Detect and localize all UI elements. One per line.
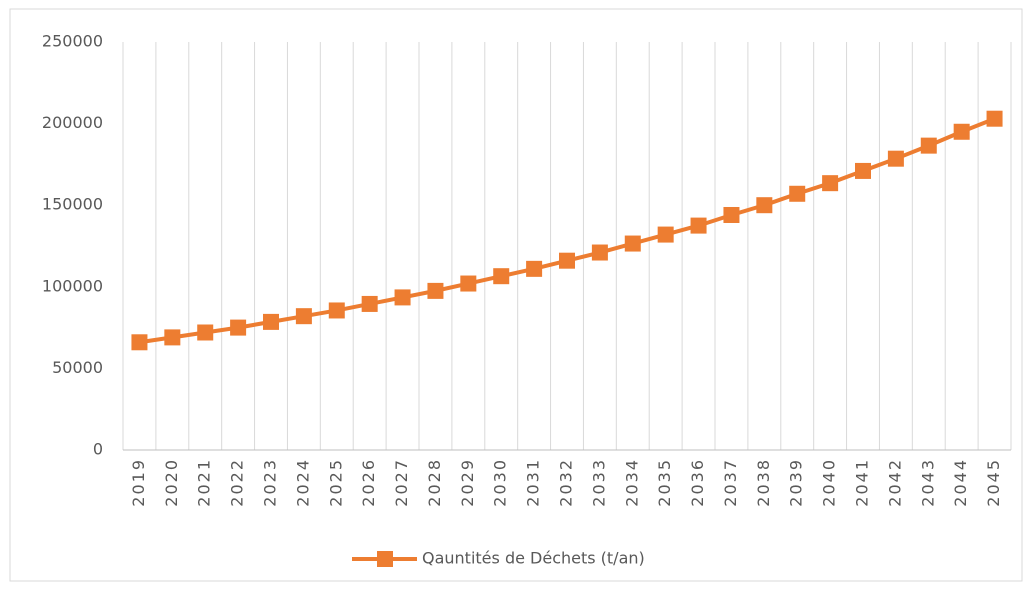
marker: [657, 226, 674, 243]
marker: [361, 295, 378, 312]
x-tick-label: 2045: [984, 458, 1003, 507]
chart-border: [9, 8, 1023, 582]
x-tick-label: 2044: [951, 458, 970, 507]
y-tick-label: 50000: [52, 358, 103, 377]
x-tick-label: 2028: [425, 458, 444, 507]
marker: [164, 329, 181, 346]
x-tick-label: 2042: [885, 458, 904, 507]
marker: [230, 319, 247, 336]
x-tick-label: 2030: [491, 458, 510, 507]
x-tick-label: 2025: [326, 458, 345, 507]
marker: [986, 110, 1003, 127]
x-tick-label: 2022: [228, 458, 247, 507]
y-tick-label: 200000: [42, 113, 103, 132]
x-tick-label: 2040: [820, 458, 839, 507]
x-tick-label: 2024: [293, 458, 312, 507]
marker: [460, 275, 477, 292]
marker: [328, 302, 345, 319]
x-tick-label: 2032: [557, 458, 576, 507]
marker: [197, 324, 214, 341]
marker: [756, 197, 773, 214]
marker: [295, 308, 312, 325]
x-tick-label: 2026: [359, 458, 378, 507]
x-tick-label: 2020: [162, 458, 181, 507]
marker: [131, 334, 148, 351]
marker: [624, 235, 641, 252]
marker: [690, 217, 707, 234]
x-tick-label: 2023: [261, 458, 280, 507]
x-tick-label: 2031: [524, 458, 543, 507]
marker: [427, 282, 444, 299]
y-tick-label: 150000: [42, 195, 103, 214]
y-tick-label: 100000: [42, 276, 103, 295]
x-tick-label: 2033: [589, 458, 608, 507]
x-tick-label: 2037: [721, 458, 740, 507]
marker: [723, 206, 740, 223]
x-tick-label: 2039: [787, 458, 806, 507]
x-tick-label: 2029: [458, 458, 477, 507]
marker: [394, 289, 411, 306]
x-tick-label: 2035: [655, 458, 674, 507]
marker: [887, 150, 904, 167]
x-tick-label: 2036: [688, 458, 707, 507]
legend-label: Qauntités de Déchets (t/an): [422, 549, 645, 568]
marker: [855, 162, 871, 179]
marker: [263, 313, 279, 330]
marker: [559, 252, 575, 269]
y-tick-label: 0: [93, 440, 103, 459]
x-tick-label: 2021: [195, 458, 214, 507]
x-tick-label: 2034: [622, 458, 641, 507]
x-tick-label: 2041: [853, 458, 872, 507]
x-tick-label: 2038: [754, 458, 773, 507]
x-tick-label: 2043: [918, 458, 937, 507]
marker: [920, 137, 937, 154]
marker: [789, 185, 806, 202]
x-tick-label: 2027: [392, 458, 411, 507]
marker: [493, 268, 510, 285]
marker: [591, 244, 608, 261]
legend-marker: [377, 551, 393, 567]
marker: [953, 123, 970, 140]
marker: [526, 260, 543, 277]
y-tick-label: 250000: [42, 32, 103, 51]
marker: [822, 175, 839, 192]
x-tick-label: 2019: [129, 458, 148, 507]
